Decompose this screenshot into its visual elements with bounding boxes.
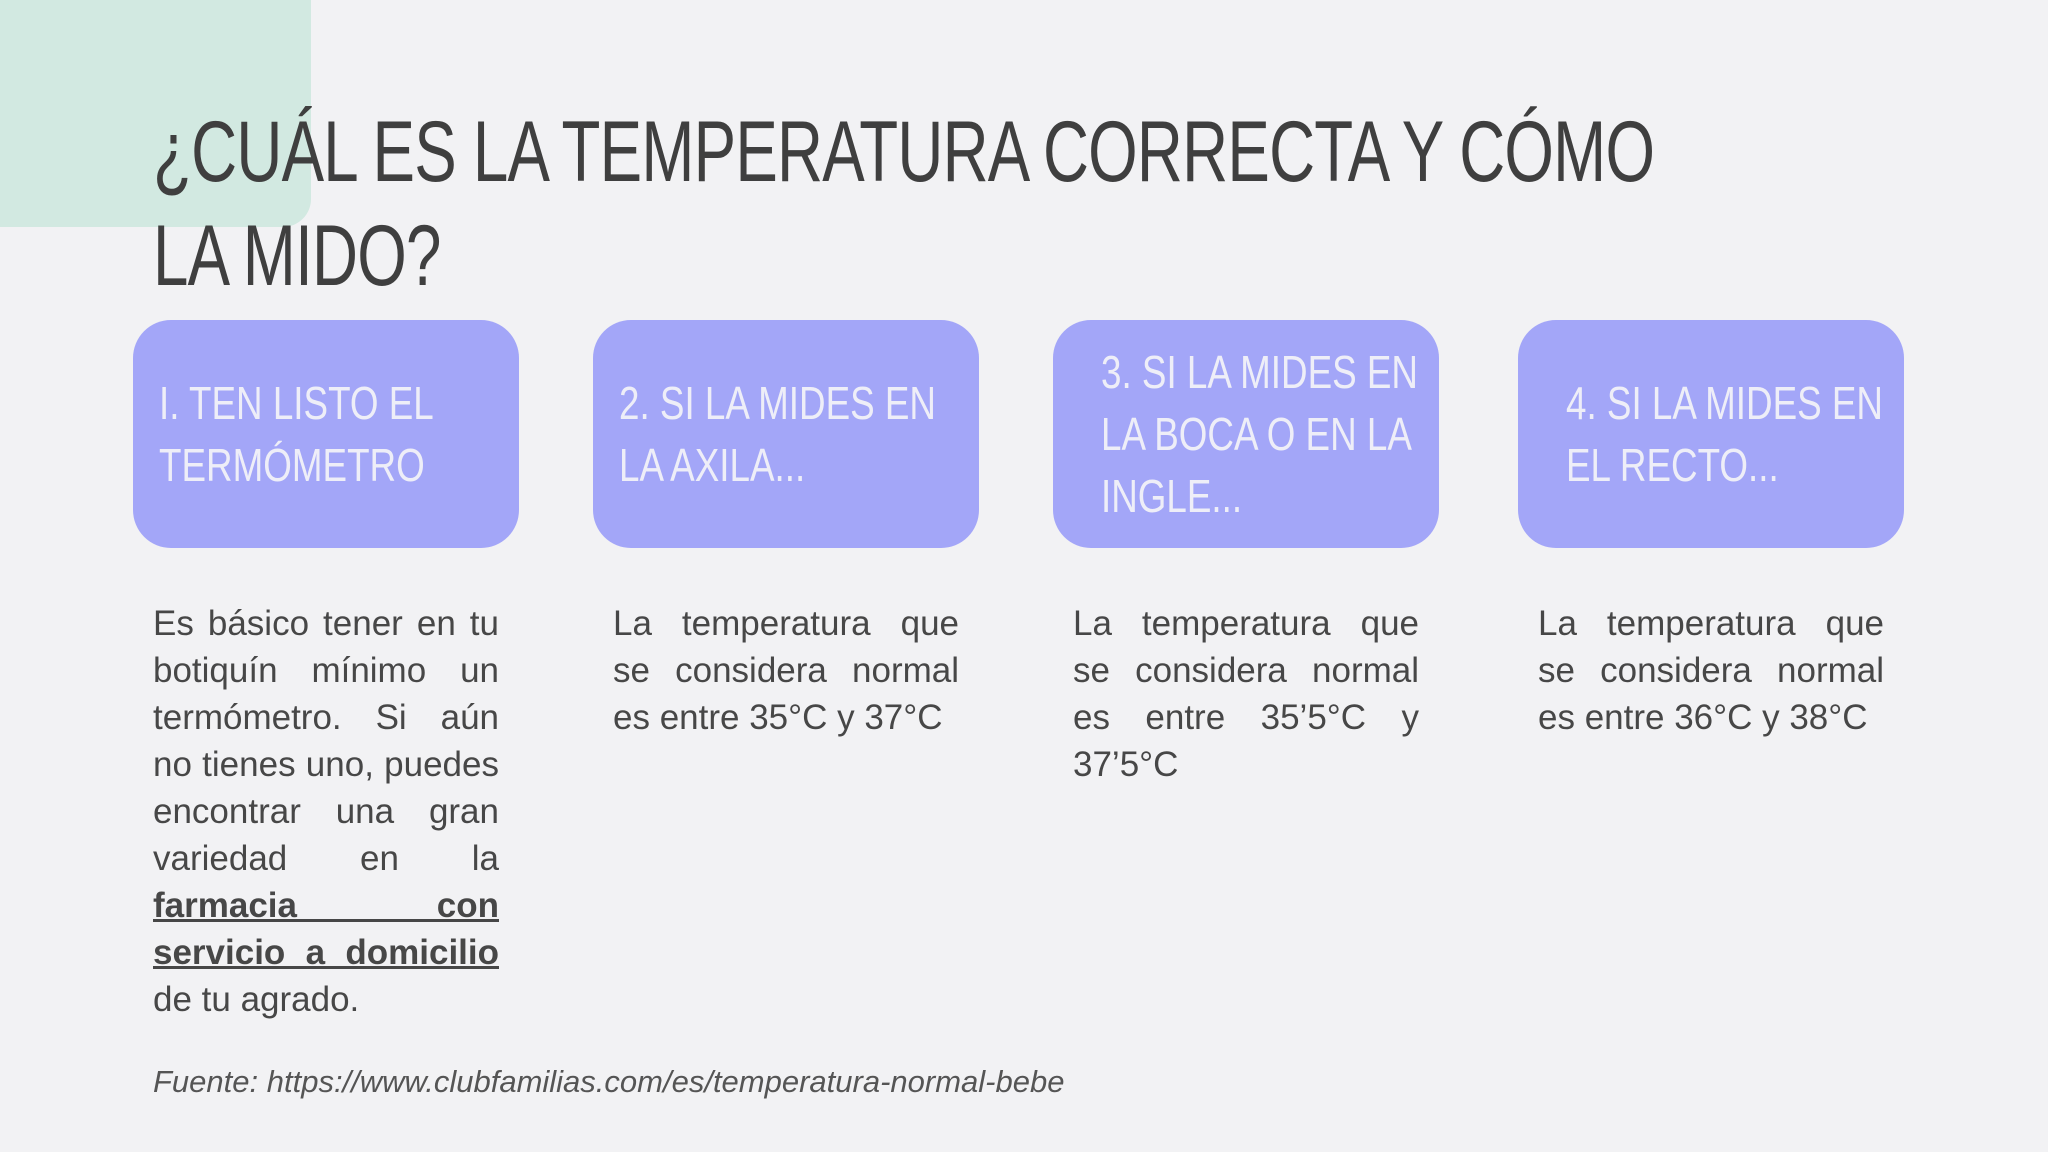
step-body: La temperatura que se considera normal e… bbox=[1073, 600, 1419, 788]
step-heading: 2. SI LA MIDES EN LA AXILA... bbox=[619, 377, 937, 491]
body-text: La temperatura que se considera normal e… bbox=[1073, 604, 1419, 784]
step-heading: I. TEN LISTO EL TERMÓMETRO bbox=[159, 377, 433, 491]
step-card: 2. SI LA MIDES EN LA AXILA... bbox=[593, 320, 979, 548]
step-heading: 4. SI LA MIDES EN EL RECTO... bbox=[1566, 377, 1884, 491]
body-text: Es básico tener en tu botiquín mínimo un… bbox=[153, 604, 499, 878]
title-text: ¿CUÁL ES LA TEMPERATURA CORRECTA Y CÓMO … bbox=[153, 104, 1655, 304]
step-card: I. TEN LISTO EL TERMÓMETRO bbox=[133, 320, 519, 548]
step-card: 4. SI LA MIDES EN EL RECTO... bbox=[1518, 320, 1904, 548]
body-text: La temperatura que se considera normal e… bbox=[1538, 604, 1884, 737]
step-body: La temperatura que se considera normal e… bbox=[613, 600, 959, 741]
accent-shape bbox=[0, 0, 311, 227]
step-heading: 3. SI LA MIDES EN LA BOCA O EN LA INGLE.… bbox=[1101, 346, 1419, 522]
body-text: de tu agrado. bbox=[153, 980, 360, 1019]
step-card: 3. SI LA MIDES EN LA BOCA O EN LA INGLE.… bbox=[1053, 320, 1439, 548]
body-text: La temperatura que se considera normal e… bbox=[613, 604, 959, 737]
step-body: La temperatura que se considera normal e… bbox=[1538, 600, 1884, 741]
source: Fuente: https://www.clubfamilias.com/es/… bbox=[153, 1064, 1065, 1099]
step-body: Es básico tener en tu botiquín mínimo un… bbox=[153, 600, 499, 1023]
link[interactable]: farmacia con servicio a domicilio bbox=[153, 886, 499, 972]
title: ¿CUÁL ES LA TEMPERATURA CORRECTA Y CÓMO … bbox=[153, 100, 1655, 308]
